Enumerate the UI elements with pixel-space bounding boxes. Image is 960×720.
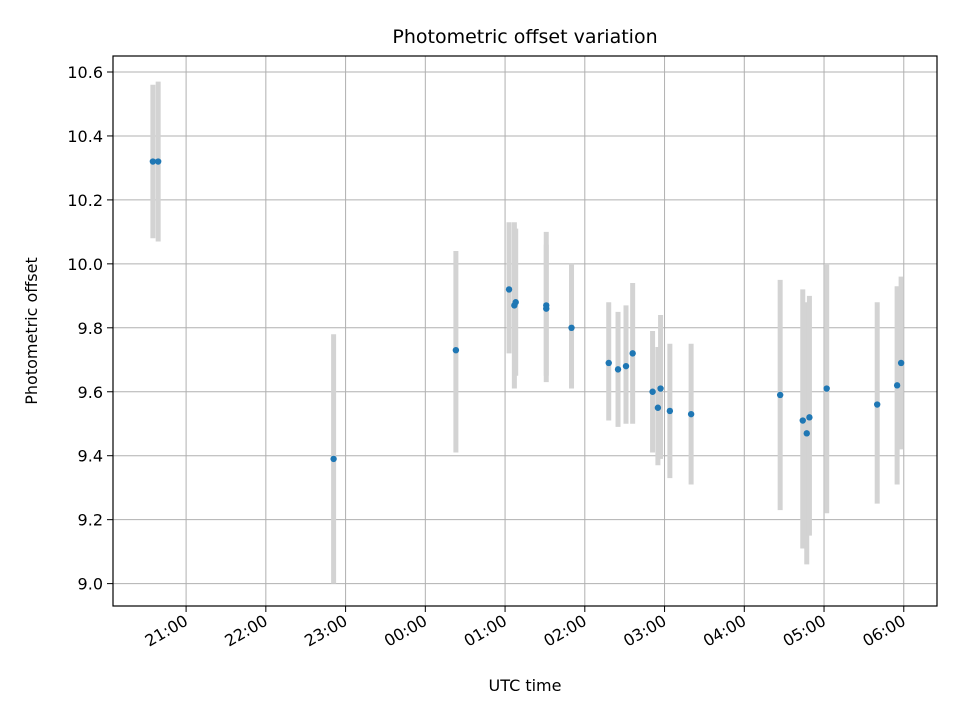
data-point: [799, 417, 806, 424]
chart-title: Photometric offset variation: [392, 26, 657, 48]
y-tick-label: 9.2: [78, 511, 103, 530]
data-point: [806, 414, 813, 421]
grid-layer: [113, 56, 937, 606]
y-tick-label: 10.4: [67, 127, 103, 146]
data-point: [687, 410, 695, 418]
point-layer: [149, 158, 905, 463]
data-point: [649, 388, 656, 395]
data-point: [873, 401, 881, 408]
data-point: [149, 158, 157, 165]
y-tick-label: 10.0: [67, 255, 103, 274]
data-point: [330, 455, 337, 463]
data-point: [823, 385, 830, 392]
data-point: [666, 407, 674, 415]
y-tick-label: 9.6: [78, 383, 103, 402]
y-tick-label: 9.4: [78, 447, 103, 466]
data-point: [452, 346, 460, 354]
data-point: [505, 286, 513, 293]
data-point: [897, 359, 905, 367]
data-point: [657, 385, 664, 392]
y-tick-label: 10.2: [67, 191, 103, 210]
x-axis-title: UTC time: [489, 676, 562, 695]
plot-frame: [112, 55, 938, 607]
data-point: [543, 305, 550, 312]
data-point: [803, 430, 810, 437]
data-point: [154, 158, 162, 165]
data-point: [776, 391, 784, 399]
y-tick-label: 10.6: [67, 63, 103, 82]
data-point: [568, 324, 575, 332]
data-point: [512, 299, 519, 306]
data-point: [622, 362, 630, 370]
data-point: [654, 404, 662, 411]
data-point: [614, 366, 622, 373]
y-axis: 9.0 9.2 9.4 9.6 9.8 10.0 10.2 10.4 10.6: [67, 63, 113, 594]
data-point: [629, 350, 636, 357]
data-point: [605, 359, 612, 367]
y-axis-title: Photometric offset: [22, 257, 41, 405]
y-tick-label: 9.0: [78, 575, 103, 594]
data-point: [893, 382, 901, 389]
y-tick-label: 9.8: [78, 319, 103, 338]
